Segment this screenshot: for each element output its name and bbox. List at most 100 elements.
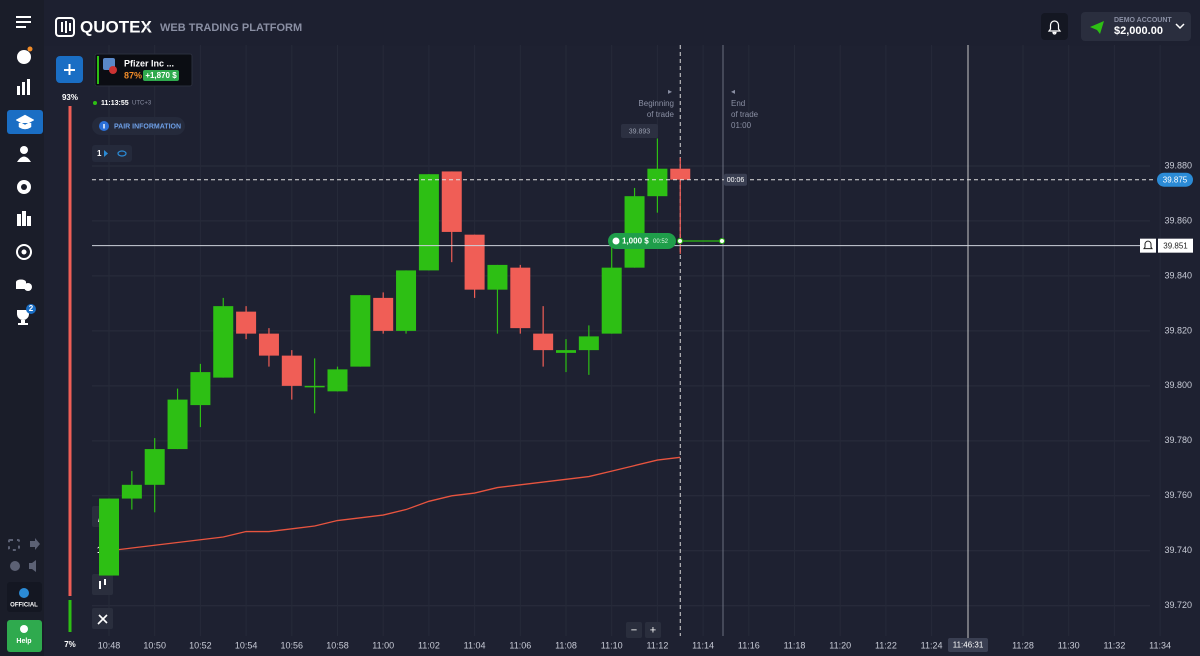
x-tick-label: 10:50 bbox=[143, 640, 166, 650]
indicator-tool-button[interactable] bbox=[92, 608, 113, 629]
cursor-time-box bbox=[948, 638, 988, 652]
candle-body bbox=[213, 306, 234, 378]
pair-info-button[interactable] bbox=[92, 117, 185, 135]
end-arrow: ◂ bbox=[731, 87, 735, 96]
online-dot bbox=[93, 101, 97, 105]
x-tick-label: 11:02 bbox=[418, 640, 440, 650]
candle-body bbox=[533, 333, 554, 351]
high-label: 39.893 bbox=[629, 128, 651, 135]
platform-subtitle: WEB TRADING PLATFORM bbox=[160, 22, 302, 34]
official-label: OFFICIAL bbox=[10, 603, 38, 609]
coins-icon[interactable] bbox=[16, 279, 32, 292]
x-tick-label: 10:48 bbox=[98, 640, 121, 650]
zoom-out-label: − bbox=[631, 624, 637, 636]
asset-name: Pfizer Inc ... bbox=[124, 58, 174, 68]
zoom-out-button[interactable] bbox=[626, 622, 642, 638]
high-label-box bbox=[621, 124, 658, 138]
end-timer: 01:00 bbox=[731, 121, 752, 130]
trade-dot bbox=[677, 238, 683, 244]
y-tick-label: 39.880 bbox=[1164, 160, 1192, 170]
current-price: 39.875 bbox=[1163, 175, 1188, 184]
x-tick-label: 10:58 bbox=[326, 640, 349, 650]
candle-body bbox=[647, 168, 668, 197]
candle-body bbox=[99, 498, 119, 576]
x-tick-label: 10:56 bbox=[281, 640, 304, 650]
candle-body bbox=[556, 350, 576, 353]
logo-icon bbox=[55, 17, 75, 37]
header-bar bbox=[0, 0, 1200, 46]
sentiment-bar-down bbox=[68, 600, 72, 632]
y-tick-label: 39.780 bbox=[1164, 435, 1192, 445]
y-tick-label: 39.800 bbox=[1164, 380, 1192, 390]
x-tick-label: 11:18 bbox=[784, 640, 806, 650]
sentiment-bar-up bbox=[68, 106, 72, 596]
trade-amount: 1,000 $ bbox=[622, 237, 649, 246]
y-tick-label: 39.820 bbox=[1164, 325, 1192, 335]
help-button[interactable] bbox=[7, 620, 42, 652]
candle-body bbox=[167, 399, 188, 450]
x-tick-label: 11:08 bbox=[555, 640, 577, 650]
stats-icon[interactable] bbox=[17, 79, 30, 95]
chat-icon[interactable] bbox=[17, 50, 31, 64]
separator bbox=[146, 25, 150, 29]
candle-body bbox=[236, 311, 257, 334]
candle-body bbox=[144, 449, 165, 485]
y-tick-label: 39.760 bbox=[1164, 490, 1192, 500]
asset-profit: +1,870 $ bbox=[145, 71, 177, 80]
candle-body bbox=[510, 267, 531, 329]
profile-icon[interactable] bbox=[17, 146, 31, 162]
y-tick-label: 39.840 bbox=[1164, 270, 1192, 280]
add-asset-button[interactable] bbox=[56, 56, 83, 83]
candle-body bbox=[350, 295, 371, 367]
x-tick-label: 11:32 bbox=[1103, 640, 1125, 650]
sidebar-icons bbox=[7, 46, 43, 652]
candle-body bbox=[624, 196, 645, 268]
x-tick-label: 11:06 bbox=[509, 640, 531, 650]
trade-badge[interactable] bbox=[608, 233, 676, 249]
x-tick-label: 10:54 bbox=[235, 640, 258, 650]
tournament-badge: 2 bbox=[29, 304, 34, 313]
help-label: Help bbox=[16, 638, 31, 645]
x-tick-label: 11:14 bbox=[692, 640, 714, 650]
candle-body bbox=[190, 372, 211, 406]
x-tick-label: 11:04 bbox=[464, 640, 486, 650]
candle-body bbox=[121, 484, 142, 499]
beginning-arrow: ▸ bbox=[668, 87, 672, 96]
end-of-trade: End of trade bbox=[731, 99, 759, 119]
cursor-time: 11:46:31 bbox=[953, 641, 984, 650]
asset-tile[interactable] bbox=[94, 53, 193, 87]
candle-body bbox=[304, 385, 325, 388]
pair-info-label: PAIR INFORMATION bbox=[114, 123, 181, 130]
sentiment-up: 93% bbox=[62, 93, 78, 102]
moving-average bbox=[108, 456, 681, 552]
chart-type-button[interactable] bbox=[92, 574, 113, 595]
candle-body bbox=[487, 264, 508, 290]
plot-area bbox=[92, 45, 1161, 636]
trade-dot bbox=[719, 238, 725, 244]
logo-text: QUOTEX bbox=[80, 17, 152, 36]
signals-icon[interactable] bbox=[16, 244, 32, 260]
zoom-in-button[interactable] bbox=[645, 622, 661, 638]
tournaments-icon[interactable] bbox=[17, 304, 36, 325]
trade-badge-icon bbox=[612, 237, 620, 245]
indicators-button[interactable] bbox=[92, 145, 132, 162]
y-tick-label: 39.740 bbox=[1164, 545, 1192, 555]
x-tick-label: 10:52 bbox=[189, 640, 212, 650]
menu-button[interactable] bbox=[16, 16, 31, 28]
top-icon[interactable] bbox=[17, 211, 31, 226]
account-button[interactable] bbox=[1081, 12, 1191, 41]
candle-body bbox=[396, 270, 417, 331]
sentiment-down: 7% bbox=[64, 640, 76, 649]
x-tick-label: 11:22 bbox=[875, 640, 897, 650]
candle-body bbox=[670, 168, 691, 180]
x-tick-label: 11:16 bbox=[738, 640, 760, 650]
notifications-button[interactable] bbox=[1041, 13, 1068, 40]
beginning-of-trade: Beginning of trade bbox=[638, 99, 674, 119]
x-tick-label: 11:00 bbox=[372, 640, 394, 650]
alert-price: 39.851 bbox=[1163, 241, 1188, 250]
candle-body bbox=[601, 267, 622, 334]
x-tick-label: 11:12 bbox=[646, 640, 668, 650]
asset-payout: 87% bbox=[124, 70, 142, 80]
